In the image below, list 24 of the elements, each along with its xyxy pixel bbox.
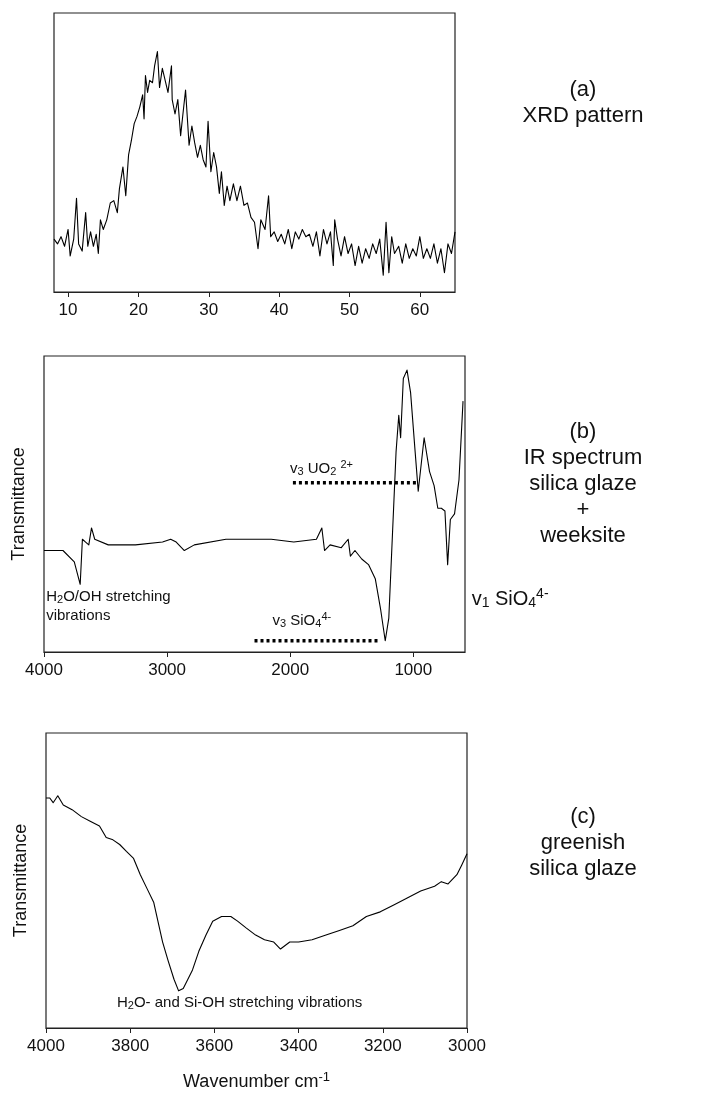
x-tick-label: 10	[58, 300, 78, 319]
x-tick-label: 20	[128, 300, 148, 319]
text: IR spectrum silica glaze + weeksite	[522, 444, 644, 548]
x-tick-label: 30	[199, 300, 219, 319]
y-axis-title: Transmittance	[8, 447, 28, 561]
x-tick-label: 3200	[363, 1036, 402, 1055]
text: (b)	[568, 418, 598, 444]
x-tick-label: 3600	[195, 1036, 234, 1055]
y-axis-title: Transmittance	[10, 823, 30, 938]
x-tick-label: 40	[269, 300, 289, 319]
x-tick-label: 3000	[448, 1036, 486, 1055]
text: XRD pattern	[521, 102, 645, 128]
x-tick-label: 4000	[25, 660, 63, 679]
x-tick-label: 1000	[394, 660, 433, 679]
x-tick-label: 4000	[27, 1036, 65, 1055]
x-tick-label: 2000	[271, 660, 310, 679]
x-tick-label: 60	[410, 300, 430, 319]
x-tick-label: 50	[340, 300, 359, 319]
x-tick-label: 3400	[279, 1036, 318, 1055]
text: greenish silica glaze	[528, 829, 638, 881]
text: (c)	[569, 803, 597, 829]
text: (a)	[568, 76, 598, 102]
x-tick-label: 3000	[148, 660, 187, 679]
x-tick-label: 3800	[111, 1036, 150, 1055]
